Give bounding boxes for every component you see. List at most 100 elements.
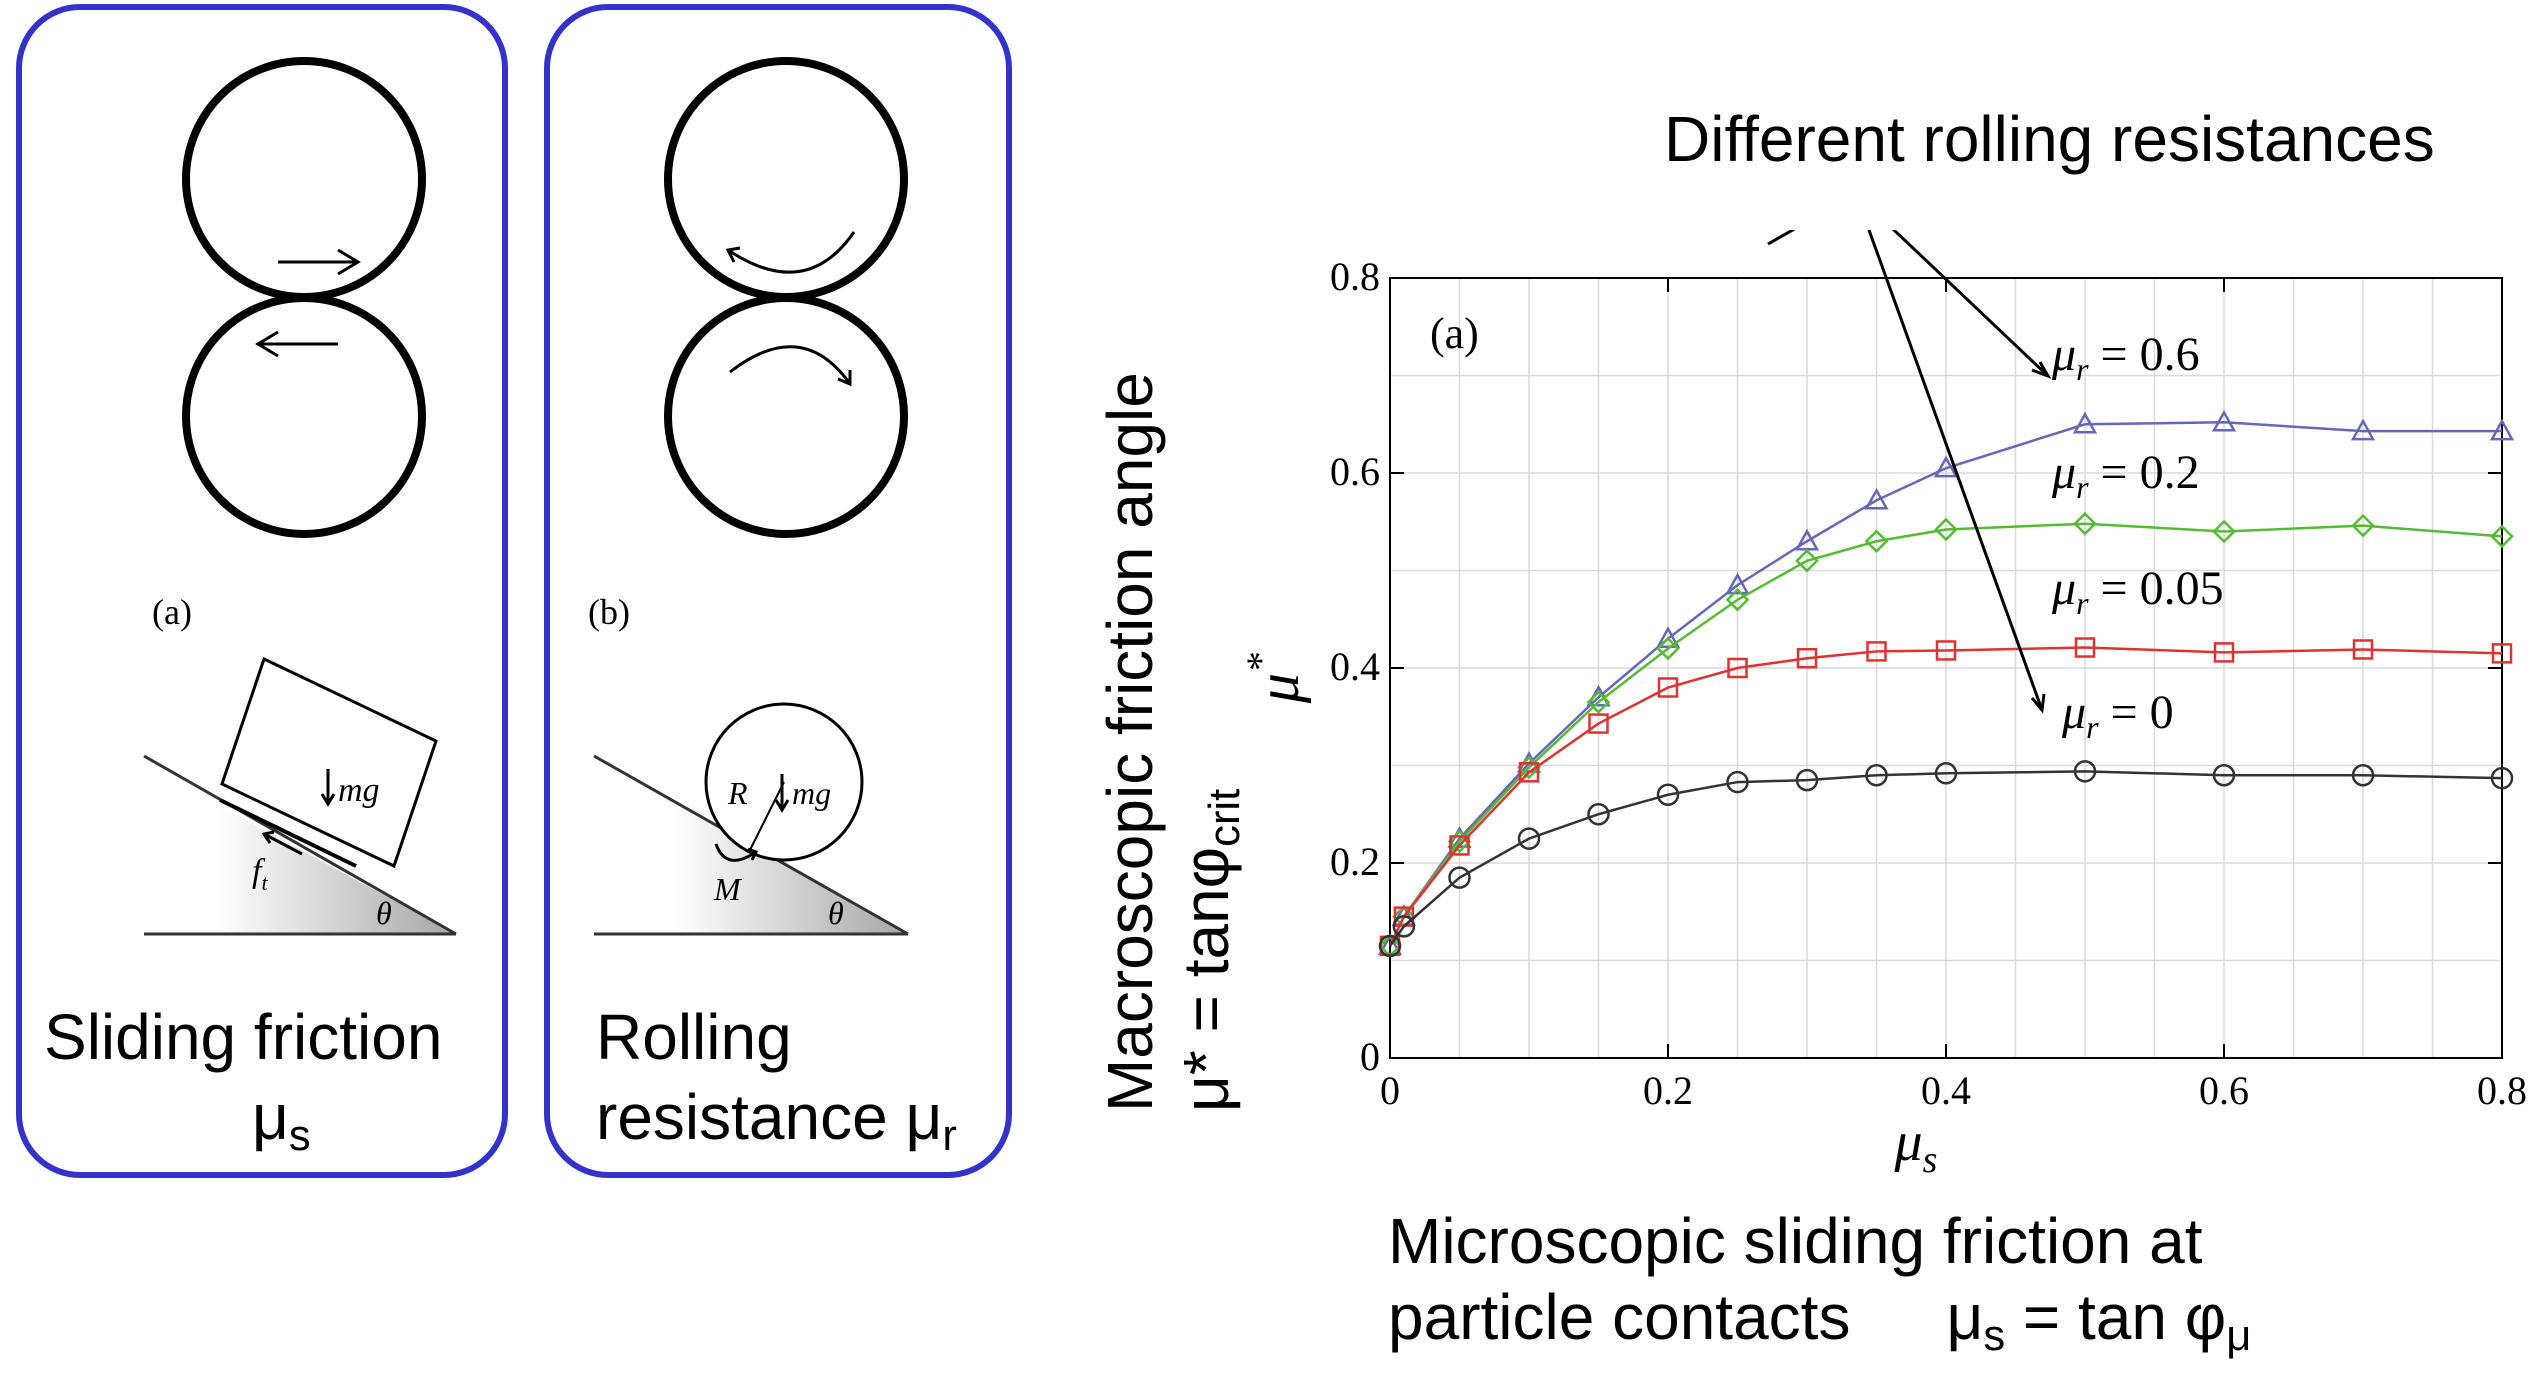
- mg-label: mg: [792, 775, 831, 811]
- annotation-text: Different rolling resistances: [1664, 103, 2435, 175]
- macroscopic-friction-caption: Macroscopic friction angle μ* = tanφcrit: [1092, 352, 1263, 1112]
- radius-label: R: [727, 775, 748, 811]
- angle-label: θ: [828, 895, 844, 931]
- rolling-resistance-diagram: (b) R mg M θ: [588, 57, 909, 936]
- right-arrow-icon: [278, 248, 361, 276]
- y-tick-label: 0.6: [1330, 449, 1380, 494]
- y-axis-label: μ*: [1240, 653, 1311, 704]
- triangle-marker: [1655, 626, 1681, 648]
- y-tick-label: 0.2: [1330, 839, 1380, 884]
- circle-marker: [2212, 764, 2236, 787]
- microscopic-friction-line1: Microscopic sliding friction at: [1388, 1205, 2203, 1277]
- mg-label: mg: [338, 772, 380, 809]
- series-label: μr = 0.2: [2051, 446, 2200, 505]
- diamond-marker: [2073, 511, 2097, 536]
- square-marker: [1796, 648, 1818, 669]
- sliding-friction-diagram: (a) mg ft θ: [143, 57, 457, 936]
- circle-marker: [2351, 764, 2375, 787]
- moment-arrow-icon: [714, 843, 759, 862]
- series-label: μr = 0: [2061, 686, 2174, 745]
- angle-label: θ: [376, 895, 392, 931]
- square-marker: [1518, 762, 1540, 783]
- annotation-arrow-line: [1767, 230, 1796, 246]
- x-tick-label: 0.6: [2199, 1068, 2249, 1113]
- macroscopic-friction-line1: Macroscopic friction angle: [1094, 372, 1166, 1112]
- panel-b-sublabel: (b): [588, 592, 630, 632]
- incline-shading: [216, 804, 456, 934]
- friction-arrow-icon: [261, 830, 303, 856]
- annotation-arrows: [1767, 230, 2052, 714]
- triangle-marker: [1725, 572, 1750, 595]
- y-tick-label: 0.4: [1330, 644, 1380, 689]
- incline-surface: [143, 754, 457, 936]
- diamond-marker: [2212, 519, 2236, 544]
- triangle-marker: [2211, 409, 2237, 432]
- microscopic-friction-line2: particle contacts μs = tan φμ: [1388, 1281, 2252, 1360]
- lower-particle: [664, 294, 908, 538]
- arrow-head-icon: [2030, 693, 2046, 714]
- circle-marker: [1934, 762, 1958, 785]
- lower-particle: [182, 294, 426, 538]
- x-axis-label: μs: [1894, 1111, 1938, 1181]
- diamond-marker: [2490, 524, 2514, 549]
- diamond-marker: [1934, 517, 1958, 542]
- rolling-resistance-caption-line1: Rolling: [596, 1001, 792, 1073]
- friction-chart: 0 0.2 0.4 0.6 0.800.20.40.60.8 μr = 0.6μr = 0.…: [1240, 230, 2527, 1181]
- gravity-arrow-icon: [320, 769, 336, 807]
- x-tick-label: 0.2: [1643, 1068, 1693, 1113]
- sliding-friction-panel: [16, 4, 508, 1178]
- sliding-block: [220, 656, 438, 869]
- arrow-head-icon: [2031, 361, 2052, 379]
- y-tick-label: 0: [1360, 1034, 1380, 1079]
- chart-panel-label: (a): [1430, 309, 1479, 358]
- series-square: μr = 0.05: [1379, 562, 2513, 957]
- contact-line: [219, 798, 357, 868]
- panel-a-sublabel: (a): [152, 592, 192, 632]
- circle-marker: [2490, 766, 2514, 790]
- annotation-arrow-line: [1867, 230, 2044, 711]
- square-marker: [1935, 640, 1957, 661]
- triangle-marker: [1864, 487, 1889, 510]
- sliding-friction-caption: Sliding friction: [44, 1001, 443, 1073]
- circle-marker: [1392, 915, 1416, 938]
- x-tick-label: 0.8: [2477, 1068, 2527, 1113]
- square-marker: [1657, 677, 1679, 698]
- square-marker: [2213, 642, 2235, 663]
- triangle-marker: [1933, 455, 1959, 478]
- square-marker: [1727, 657, 1748, 679]
- series-line: [1388, 421, 2502, 947]
- rolling-resistance-panel: [544, 4, 1012, 1178]
- square-marker: [1449, 835, 1470, 856]
- square-marker: [2491, 643, 2513, 664]
- diamond-marker: [1795, 548, 1819, 573]
- circle-marker: [1865, 764, 1888, 787]
- triangle-marker: [2072, 411, 2098, 434]
- circle-marker: [1795, 768, 1819, 792]
- clockwise-arrow-icon: [729, 345, 852, 387]
- chart-series: μr = 0.6 μr = 0.2 μr = 0.05 μr = 0: [1377, 328, 2515, 958]
- upper-particle: [664, 57, 908, 301]
- left-arrow-icon: [255, 330, 338, 358]
- gravity-arrow-icon: [774, 774, 790, 813]
- square-marker: [2352, 639, 2374, 660]
- x-tick-label: 0: [1380, 1068, 1400, 1113]
- series-line: [1388, 646, 2503, 947]
- circle-marker: [1517, 827, 1541, 850]
- circle-marker: [1726, 770, 1749, 794]
- counterclockwise-arrow-icon: [725, 231, 856, 274]
- chart-grid: [1390, 278, 2502, 1058]
- y-tick-label: 0.8: [1330, 254, 1380, 299]
- triangle-marker: [2489, 418, 2515, 441]
- square-marker: [2074, 637, 2096, 658]
- diamond-marker: [1725, 587, 1750, 612]
- series-diamond: μr = 0.2: [1378, 446, 2514, 958]
- x-tick-label: 0.4: [1921, 1068, 1971, 1113]
- series-line: [1388, 522, 2503, 947]
- diamond-marker: [1656, 636, 1680, 661]
- series-label: μr = 0.05: [2051, 562, 2224, 621]
- circle-marker: [1448, 866, 1471, 889]
- radius-line: [749, 781, 785, 851]
- square-marker: [1588, 713, 1609, 734]
- annotation-arrow-line: [1891, 230, 2050, 378]
- series-circle: μr = 0: [1378, 686, 2514, 958]
